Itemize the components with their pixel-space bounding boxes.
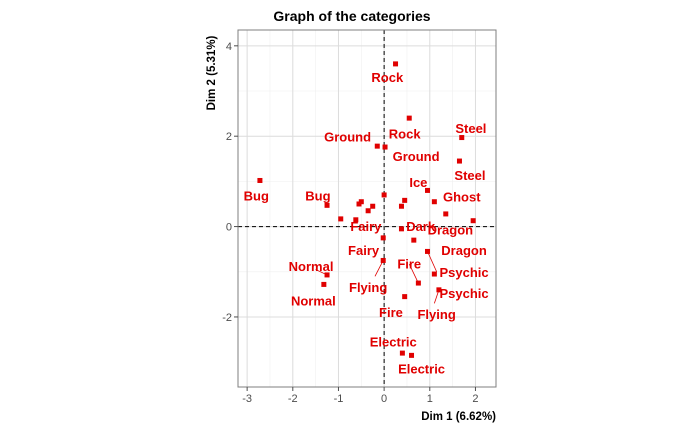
data-point <box>402 294 408 300</box>
point-label: Dark <box>406 219 436 234</box>
data-point <box>415 280 421 286</box>
point-label: Flying <box>417 307 455 322</box>
point-labels: Rock Rock Steel Steel Ground Ground Bug Bug Ice G… <box>244 70 489 376</box>
data-point <box>431 271 437 277</box>
data-point <box>324 272 330 278</box>
point-label: Bug <box>305 188 330 203</box>
point-label: Flying <box>349 280 387 295</box>
axes: -3 -2 -1 0 1 2 -2 0 2 4 <box>222 29 497 405</box>
label-leader-line <box>427 251 438 272</box>
data-point <box>365 208 371 214</box>
point-label: Ground <box>393 149 440 164</box>
point-label: Dragon <box>428 223 474 238</box>
label-leader-line <box>408 263 419 284</box>
data-point <box>425 187 431 193</box>
data-point <box>398 203 404 209</box>
data-point <box>321 281 327 287</box>
point-label: Steel <box>455 121 486 136</box>
data-point <box>393 61 399 67</box>
data-point <box>257 177 263 183</box>
chart-title: Graph of the categories <box>273 8 430 24</box>
data-point <box>431 199 437 205</box>
point-label: Bug <box>244 188 269 203</box>
y-axis-title: Dim 2 (5.31%) <box>206 35 218 110</box>
point-label: Fire <box>397 257 421 272</box>
y-tick-label: 0 <box>226 222 232 234</box>
data-point <box>324 202 330 208</box>
point-label: Dragon <box>441 243 487 258</box>
data-point <box>459 135 465 141</box>
point-label: Fire <box>379 305 403 320</box>
x-tick-label: 2 <box>472 393 478 405</box>
data-point <box>381 192 387 198</box>
plot-frame <box>237 29 497 388</box>
point-label: Rock <box>371 70 404 85</box>
data-point <box>382 144 388 150</box>
point-label: Normal <box>291 294 336 309</box>
data-point <box>380 235 386 241</box>
data-point <box>398 226 404 232</box>
data-point <box>436 287 442 293</box>
point-label: Rock <box>389 126 422 141</box>
data-point <box>425 248 431 254</box>
data-point <box>402 197 408 203</box>
data-point <box>456 158 462 164</box>
data-point <box>338 216 344 222</box>
data-point <box>380 257 386 263</box>
reference-lines <box>238 30 496 387</box>
point-label: Steel <box>454 168 485 183</box>
point-label: Fairy <box>350 219 382 234</box>
point-label: Psychic <box>439 265 488 280</box>
x-tick-label: -1 <box>334 393 344 405</box>
point-label: Psychic <box>439 286 488 301</box>
data-point <box>374 143 380 149</box>
x-axis-title: Dim 1 (6.62%) <box>421 411 496 423</box>
point-label: Ground <box>324 130 371 145</box>
x-tick-label: 0 <box>381 393 387 405</box>
point-label: Electric <box>370 334 417 349</box>
point-label: Ghost <box>443 190 481 205</box>
data-point <box>353 217 359 223</box>
y-tick-label: -2 <box>222 312 232 324</box>
x-tick-label: -2 <box>288 393 298 405</box>
data-point <box>356 201 362 207</box>
point-label: Normal <box>289 259 334 274</box>
data-point <box>470 218 476 224</box>
y-tick-label: 2 <box>226 131 232 143</box>
data-point <box>399 350 405 356</box>
y-tick-label: 4 <box>226 41 232 53</box>
point-label: Fairy <box>348 243 380 258</box>
data-point <box>406 115 412 121</box>
point-label: Electric <box>398 361 445 376</box>
data-point <box>411 237 417 243</box>
data-point <box>409 352 415 358</box>
point-label: Ice <box>409 175 427 190</box>
data-point <box>370 203 376 209</box>
x-tick-label: 1 <box>427 393 433 405</box>
x-tick-label: -3 <box>242 393 252 405</box>
label-leader-line <box>374 260 384 277</box>
points-layer <box>257 61 476 358</box>
data-point <box>443 211 449 217</box>
